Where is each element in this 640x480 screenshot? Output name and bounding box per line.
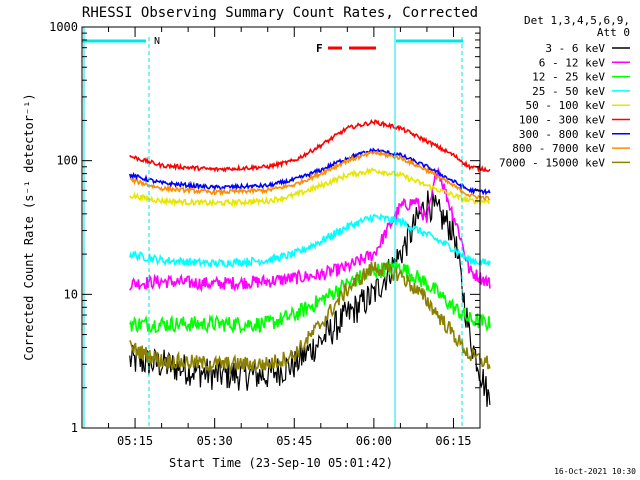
series-line-1 [129, 166, 491, 293]
legend-entry-label: 12 - 25 keV [532, 71, 605, 84]
x-axis-label: Start Time (23-Sep-10 05:01:42) [169, 456, 393, 470]
night-label: N [154, 36, 160, 47]
flare-label: F [316, 42, 323, 55]
legend-entry-label: 50 - 100 keV [526, 99, 606, 112]
series-line-0 [129, 190, 491, 407]
series-line-6 [129, 147, 491, 196]
x-tick-label: 06:00 [356, 434, 392, 448]
legend-entry-label: 300 - 800 keV [519, 128, 605, 141]
x-tick-label: 05:15 [117, 434, 153, 448]
legend-header: Det 1,3,4,5,6,9, [524, 14, 630, 27]
x-tick-label: 06:15 [435, 434, 471, 448]
chart-title: RHESSI Observing Summary Count Rates, Co… [82, 5, 478, 21]
legend-entry-label: 7000 - 15000 keV [499, 156, 605, 169]
series-line-4 [129, 166, 490, 208]
series-layer [129, 118, 491, 407]
y-axis: 1 10 100 1000 [49, 20, 480, 435]
legend-entry-label: 25 - 50 keV [532, 85, 605, 98]
y-tick-label: 1 [71, 421, 78, 435]
legend-entry-label: 3 - 6 keV [545, 42, 605, 55]
series-line-3 [129, 212, 491, 269]
y-tick-label: 100 [56, 154, 78, 168]
annotation-layer: NF [82, 27, 463, 428]
legend-entry-label: 800 - 7000 keV [512, 142, 605, 155]
x-axis: 05:15 05:30 05:45 06:00 06:15 [108, 27, 472, 448]
series-line-8 [129, 261, 491, 375]
series-line-2 [129, 259, 491, 335]
timestamp-label: 16-Oct-2021 10:30 [554, 467, 636, 476]
legend-entry-label: 100 - 300 keV [519, 114, 605, 127]
y-axis-label: Corrected Count Rate (s⁻¹ detector⁻¹) [22, 93, 36, 360]
legend-header: Att 0 [597, 26, 630, 39]
x-tick-label: 05:45 [276, 434, 312, 448]
series-line-7 [129, 149, 491, 201]
y-tick-label: 10 [64, 287, 78, 301]
x-tick-label: 05:30 [197, 434, 233, 448]
y-tick-label: 1000 [49, 20, 78, 34]
series-line-5 [129, 118, 491, 173]
legend-entry-label: 6 - 12 keV [539, 56, 606, 69]
plot-frame [81, 26, 481, 429]
